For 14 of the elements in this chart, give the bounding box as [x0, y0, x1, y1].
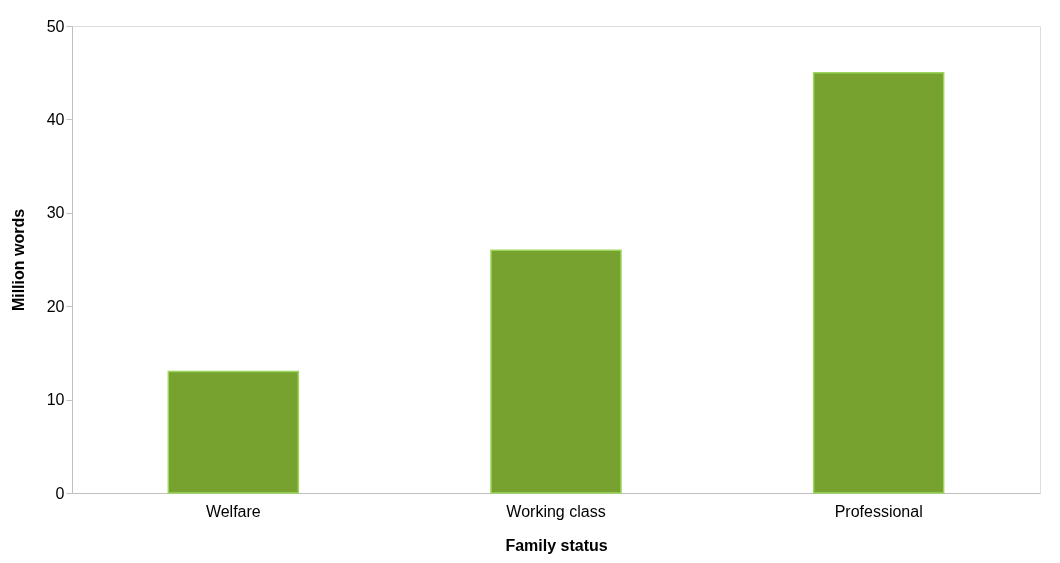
y-tick-label: 40: [46, 110, 65, 128]
bar: [812, 71, 945, 494]
x-tick-label: Professional: [834, 502, 923, 520]
bar: [490, 249, 622, 494]
y-tick-label: 30: [46, 204, 65, 222]
y-tick-label: 20: [46, 297, 65, 315]
x-tick-label: Working class: [506, 502, 606, 520]
y-tick-label: 0: [55, 484, 65, 502]
x-tick-label: Welfare: [205, 502, 261, 520]
x-axis-title: Family status: [505, 536, 608, 554]
y-axis-title: Million words: [9, 208, 27, 312]
bar: [167, 370, 300, 494]
y-tick-label: 10: [46, 391, 65, 409]
y-tick-label: 50: [46, 17, 65, 35]
